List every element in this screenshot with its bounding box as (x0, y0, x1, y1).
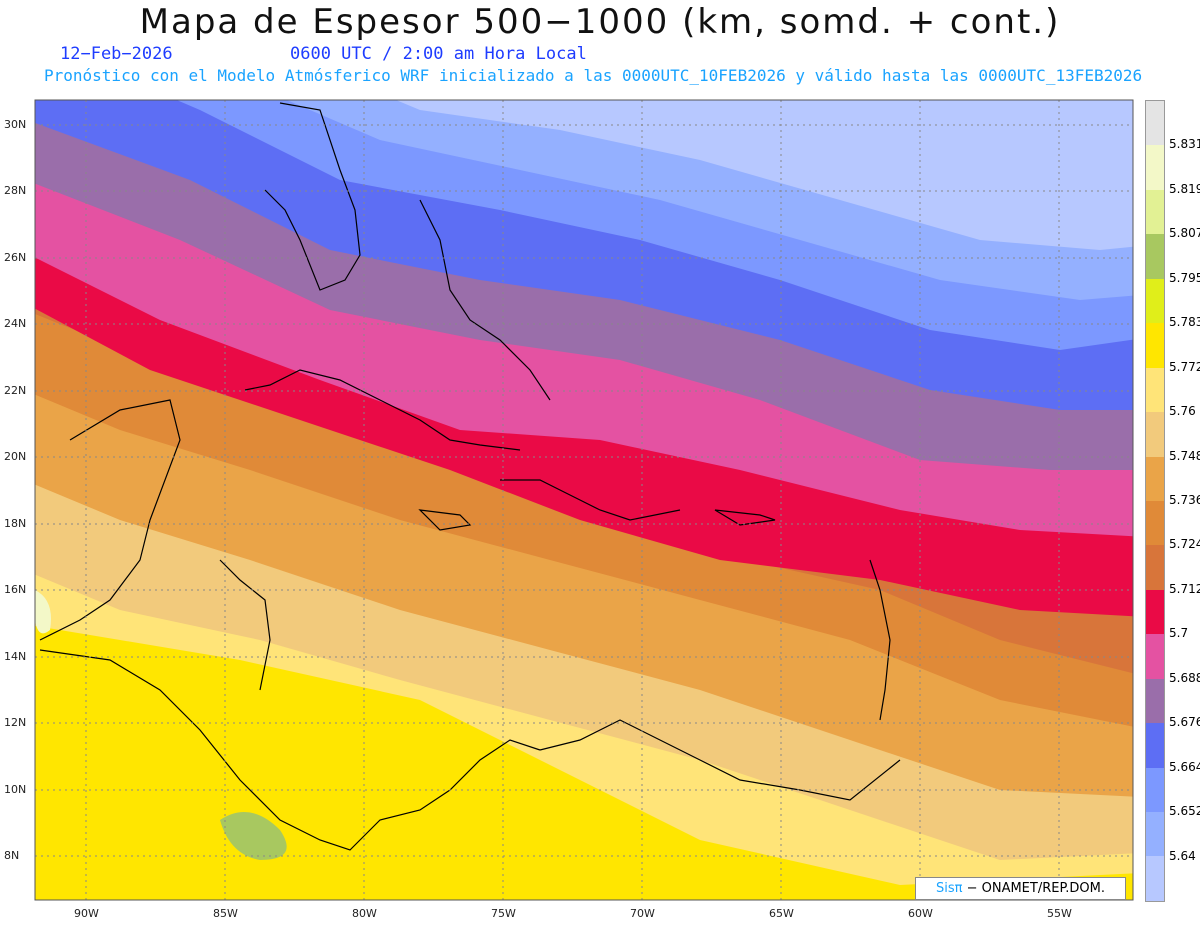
colorbar-label: 5.664 (1169, 759, 1200, 774)
colorbar-swatch (1146, 234, 1164, 279)
colorbar-label: 5.783 (1169, 315, 1200, 330)
credit-text: − ONAMET/REP.DOM. (966, 881, 1106, 896)
colorbar-label: 5.748 (1169, 448, 1200, 463)
lon-label: 85W (213, 907, 238, 920)
credit-box: Sisπ − ONAMET/REP.DOM. (915, 877, 1126, 900)
colorbar-swatch (1146, 812, 1164, 857)
lon-label: 55W (1047, 907, 1072, 920)
colorbar-swatch (1146, 634, 1164, 679)
colorbar-label: 5.688 (1169, 670, 1200, 685)
colorbar-swatch (1146, 456, 1164, 501)
colorbar-swatch (1146, 189, 1164, 235)
map-title: Mapa de Espesor 500−1000 (km, somd. + co… (139, 2, 1061, 42)
lon-label: 70W (630, 907, 655, 920)
lon-label: 80W (352, 907, 377, 920)
lat-label: 26N (4, 251, 27, 264)
lon-label: 90W (74, 907, 99, 920)
lat-label: 18N (4, 517, 27, 530)
forecast-description: Pronóstico con el Modelo Atmósferico WRF… (44, 66, 1143, 85)
lat-label: 10N (4, 783, 27, 796)
lat-label: 20N (4, 450, 27, 463)
colorbar-label: 5.819 (1169, 181, 1200, 196)
lon-label: 65W (769, 907, 794, 920)
lon-label: 75W (491, 907, 516, 920)
forecast-time: 0600 UTC / 2:00 am Hora Local (290, 44, 587, 64)
colorbar-swatch (1146, 412, 1164, 457)
colorbar-swatch (1146, 367, 1164, 413)
colorbar-swatch (1146, 101, 1164, 146)
lat-label: 22N (4, 384, 27, 397)
lon-label: 60W (908, 907, 933, 920)
sispi-logo-text: Sisπ (935, 881, 963, 896)
lat-label: 30N (4, 118, 27, 131)
colorbar-label: 5.736 (1169, 493, 1200, 507)
colorbar (1145, 100, 1165, 902)
colorbar-swatch (1146, 323, 1164, 368)
colorbar-swatch (1146, 767, 1164, 812)
lat-label: 8N (4, 849, 20, 862)
colorbar-swatch (1146, 500, 1164, 546)
colorbar-label: 5.795 (1169, 270, 1200, 285)
colorbar-label: 5.831 (1169, 137, 1200, 152)
colorbar-swatch (1146, 856, 1164, 901)
colorbar-label: 5.807 (1169, 226, 1200, 241)
colorbar-swatch (1146, 723, 1164, 768)
lat-label: 28N (4, 184, 27, 197)
lat-label: 16N (4, 583, 27, 596)
colorbar-label: 5.76 (1169, 404, 1196, 419)
colorbar-label: 5.712 (1169, 581, 1200, 596)
colorbar-swatch (1146, 545, 1164, 590)
colorbar-swatch (1146, 678, 1164, 724)
lat-label: 12N (4, 716, 27, 729)
colorbar-swatch (1146, 589, 1164, 635)
colorbar-swatch (1146, 145, 1164, 190)
colorbar-label: 5.64 (1169, 848, 1196, 863)
colorbar-label: 5.676 (1169, 715, 1200, 730)
colorbar-label: 5.772 (1169, 359, 1200, 374)
forecast-date: 12−Feb−2026 (60, 44, 173, 64)
colorbar-label: 5.7 (1169, 626, 1189, 641)
colorbar-swatch (1146, 278, 1164, 324)
lat-label: 24N (4, 317, 27, 330)
lat-label: 14N (4, 650, 27, 663)
colorbar-label: 5.724 (1169, 537, 1200, 552)
colorbar-label: 5.652 (1169, 804, 1200, 819)
